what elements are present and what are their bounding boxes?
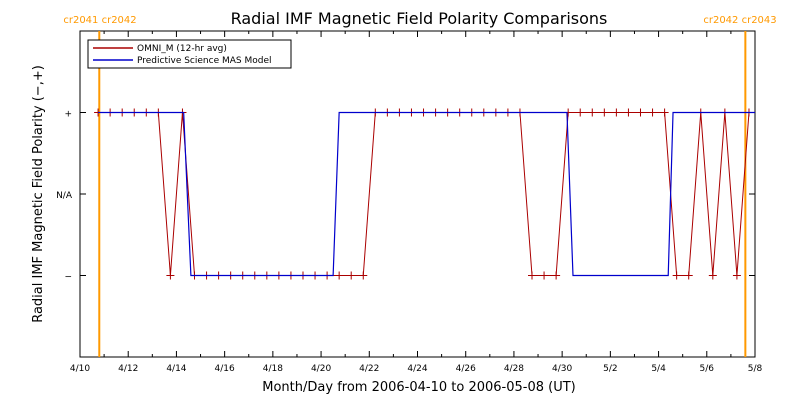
x-tick-label: 4/18 [263, 364, 283, 374]
series-omni-marker [540, 271, 549, 280]
legend: OMNI_M (12-hr avg) Predictive Science MA… [87, 39, 292, 69]
legend-label-omni: OMNI_M (12-hr avg) [137, 44, 227, 54]
y-axis-label: Radial IMF Magnetic Field Polarity (−,+) [31, 65, 46, 323]
x-tick-label: 4/10 [70, 364, 90, 374]
x-tick-label: 4/22 [359, 364, 379, 374]
series-mas-line [98, 111, 755, 277]
x-tick-label: 4/14 [166, 364, 186, 374]
legend-label-mas: Predictive Science MAS Model [137, 56, 272, 66]
series-omni-marker [528, 271, 537, 280]
x-tick-label: 4/24 [407, 364, 427, 374]
cr-label-left: cr2041 cr2042 [63, 15, 136, 26]
series-omni-marker [600, 108, 609, 117]
series-omni-marker [347, 271, 356, 280]
series-omni-marker [708, 271, 717, 280]
cr-label-right: cr2042 cr2043 [703, 15, 776, 26]
series-omni-marker [732, 271, 741, 280]
series-omni-marker [588, 108, 597, 117]
y-tick-label: N/A [56, 191, 73, 201]
series-omni-line [98, 112, 755, 276]
series-omni-marker [672, 271, 681, 280]
y-tick-label: + [64, 110, 72, 120]
x-axis-label: Month/Day from 2006-04-10 to 2006-05-08 … [262, 380, 575, 395]
series-omni-marker [166, 271, 175, 280]
plot-area: 4/10 4/12 4/14 4/16 4/18 4/20 4/22 4/24 4/26 4/28… [56, 30, 763, 374]
series-omni-marker [612, 108, 621, 117]
x-tick-label: 5/8 [748, 364, 763, 374]
chart-title: Radial IMF Magnetic Field Polarity Compa… [231, 9, 608, 28]
x-tick-label: 4/30 [552, 364, 572, 374]
x-tick-label: 5/4 [651, 364, 666, 374]
x-tick-label: 5/2 [603, 364, 617, 374]
x-tick-label: 4/28 [504, 364, 524, 374]
series-omni-marker [660, 108, 669, 117]
x-tick-label: 5/6 [700, 364, 715, 374]
x-tick-label: 4/20 [311, 364, 331, 374]
series-omni-marker [636, 108, 645, 117]
series-omni-marker [684, 271, 693, 280]
plot-frame [79, 30, 756, 358]
series-omni-marker [648, 108, 657, 117]
series-omni-marker [359, 271, 368, 280]
x-tick-label: 4/12 [118, 364, 138, 374]
y-tick-label: − [64, 273, 72, 283]
x-tick-label: 4/26 [456, 364, 476, 374]
x-tick-label: 4/16 [215, 364, 235, 374]
series-omni-marker [552, 271, 561, 280]
series-omni-marker [576, 108, 585, 117]
series-omni-marker [624, 108, 633, 117]
series-omni-marker [335, 271, 344, 280]
